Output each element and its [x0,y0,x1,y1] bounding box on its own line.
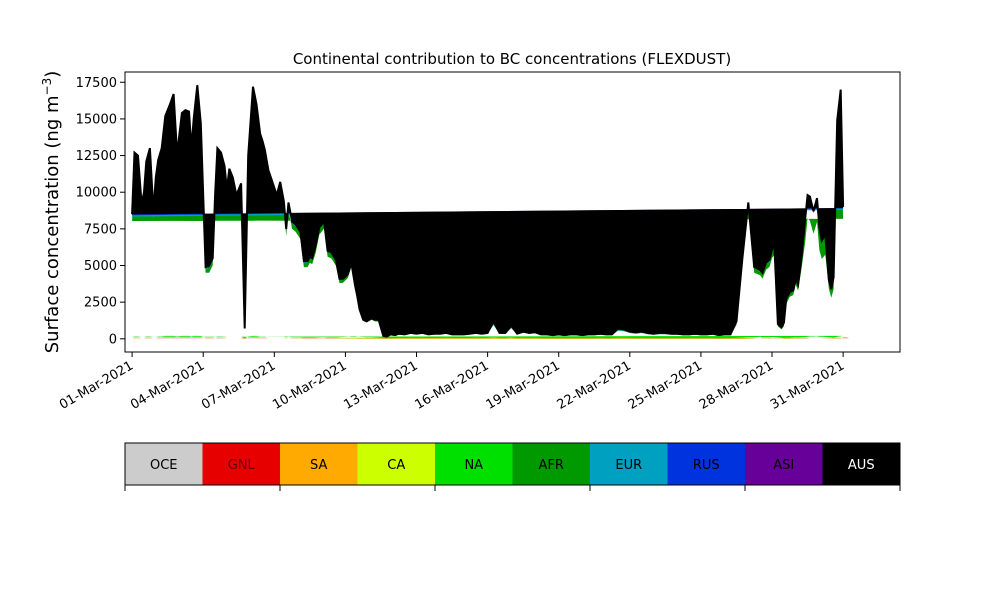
legend-label-sa: SA [310,458,327,473]
legend-label-gnl: GNL [228,458,256,473]
y-tick-label: 7500 [84,222,117,237]
chart-title: Continental contribution to BC concentra… [293,50,731,68]
area-series-aus [132,84,844,337]
legend-swatch-eur [590,443,668,485]
legend-swatch-ca [357,443,435,485]
legend-swatch-oce [125,443,203,485]
legend-swatch-afr [512,443,590,485]
y-axis-label-exponent: −3 [40,78,54,96]
area-series-na [132,335,844,339]
legend-frame [124,442,901,486]
y-tick-label: 15000 [76,112,117,127]
legend-swatch-aus [822,443,900,485]
legend-swatch-gnl [202,443,280,485]
legend-label-oce: OCE [150,458,178,473]
legend-swatch-rus [667,443,745,485]
legend-label-ca: CA [387,458,405,473]
legend-label-asi: ASI [773,458,794,473]
y-axis-label-suffix: ) [42,71,63,78]
total-concentration-line [131,85,845,338]
axes-frame [124,71,901,353]
y-tick-label: 17500 [76,76,117,91]
plot-area [131,84,850,339]
y-tick-label: 10000 [76,186,117,201]
y-tick-label: 2500 [84,296,117,311]
legend-swatch-na [435,443,513,485]
legend-swatch-sa [280,443,358,485]
legend-label-eur: EUR [615,458,642,473]
legend-label-rus: RUS [693,458,720,473]
legend-label-afr: AFR [539,458,564,473]
y-tick-label: 0 [109,332,117,347]
y-tick-label: 12500 [76,149,117,164]
legend: OCE GNL SA CA NA AFR EUR RUS ASI AUS [124,442,901,491]
y-axis-label-main: Surface concentration (ng m [42,95,63,353]
y-axis-label: Surface concentration (ng m−3) [40,71,63,354]
legend-label-na: NA [464,458,483,473]
legend-label-aus: AUS [848,458,875,473]
y-tick-label: 5000 [84,259,117,274]
legend-swatch-asi [745,443,823,485]
